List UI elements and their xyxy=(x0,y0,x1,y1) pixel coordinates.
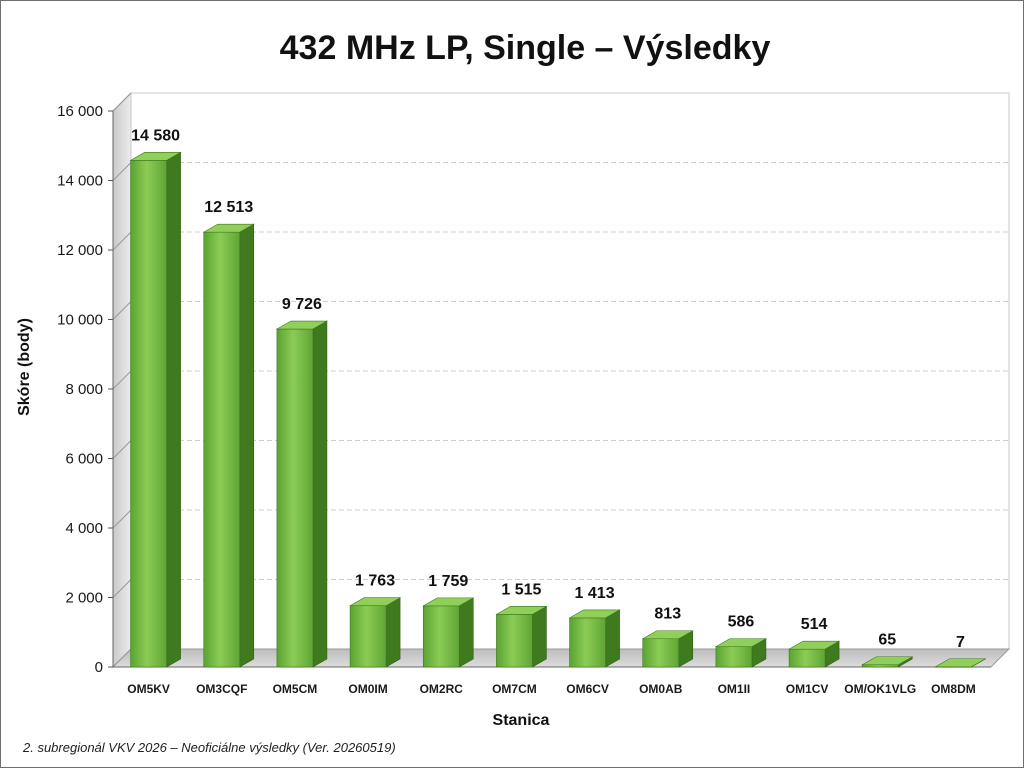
gridline-depth xyxy=(112,301,132,320)
x-category-label: OM/OK1VLG xyxy=(844,682,916,696)
x-axis-categories: OM5KV OM3CQF OM5CM OM0IM OM2RC OM7CM OM6CV OM0A… xyxy=(127,682,976,696)
value-label: 7 xyxy=(956,634,965,651)
x-category-label: OM7CM xyxy=(492,682,537,696)
bar xyxy=(348,597,402,668)
y-axis-title: Skóre (body) xyxy=(16,318,33,416)
y-tick-label: 14 000 xyxy=(57,173,103,190)
gridline-depth xyxy=(112,92,132,112)
bar-top xyxy=(129,152,182,161)
gridline-depth xyxy=(112,648,132,668)
gridline-depth xyxy=(112,162,132,181)
bar-top xyxy=(568,609,621,619)
bar-top xyxy=(787,640,841,650)
x-category-label: OM3CQF xyxy=(196,682,247,696)
bar-top xyxy=(275,320,329,330)
bars xyxy=(129,151,987,668)
value-label: 813 xyxy=(654,606,681,623)
value-label: 1 413 xyxy=(575,585,615,602)
bar xyxy=(641,630,694,668)
bar xyxy=(495,605,548,668)
gridline-depth xyxy=(112,440,132,459)
y-tick-label: 8 000 xyxy=(65,381,103,398)
y-tick-label: 0 xyxy=(95,659,103,676)
value-labels: 14 580 12 513 9 726 1 763 1 759 1 515 1 413 813… xyxy=(131,127,965,650)
bar-front xyxy=(788,648,826,668)
x-category-label: OM5KV xyxy=(127,682,170,696)
y-axis-ticks: 0 2 000 4 000 6 000 8 000 10 000 12 000 14 000 1… xyxy=(57,103,991,676)
y-tick-label: 12 000 xyxy=(57,242,103,259)
footnote: 2. subregionál VKV 2026 – Neoficiálne vý… xyxy=(22,740,396,755)
bar-front xyxy=(349,605,387,668)
value-label: 14 580 xyxy=(131,127,180,144)
bar xyxy=(275,320,329,668)
value-label: 1 763 xyxy=(355,573,395,590)
bar-side xyxy=(385,597,401,668)
y-tick-label: 4 000 xyxy=(65,520,103,537)
value-label: 65 xyxy=(878,632,896,649)
bar-top xyxy=(934,658,987,668)
value-label: 9 726 xyxy=(282,296,322,313)
x-category-label: OM6CV xyxy=(566,682,609,696)
bar xyxy=(568,609,621,668)
x-category-label: OM0AB xyxy=(639,682,683,696)
value-label: 1 759 xyxy=(428,573,468,590)
bar-top xyxy=(422,597,475,607)
x-category-label: OM8DM xyxy=(931,682,976,696)
chart-title: 432 MHz LP, Single – Výsledky xyxy=(280,29,771,67)
gridline-depth xyxy=(112,509,132,529)
y-tick-label: 6 000 xyxy=(65,451,103,468)
bar-side xyxy=(532,605,547,668)
bar-front xyxy=(861,664,899,668)
bar-front xyxy=(130,160,167,668)
bar-top xyxy=(495,606,548,615)
bar-side xyxy=(458,597,474,668)
x-category-label: OM0IM xyxy=(348,682,387,696)
bar-side xyxy=(605,609,620,668)
value-label: 1 515 xyxy=(501,581,541,598)
value-label: 12 513 xyxy=(204,199,253,216)
bar-side xyxy=(312,320,328,668)
bar-front xyxy=(496,614,533,668)
bar-front xyxy=(569,617,606,668)
bar-front xyxy=(422,605,460,668)
gridline-depth xyxy=(112,579,132,598)
bar-top xyxy=(348,597,402,607)
bar-top xyxy=(861,656,914,666)
bar-front xyxy=(276,328,314,668)
x-category-label: OM5CM xyxy=(273,682,318,696)
bar-front xyxy=(203,231,241,668)
gridline-depth xyxy=(112,231,132,251)
x-category-label: OM1II xyxy=(718,682,751,696)
bar-top xyxy=(714,638,768,647)
bar-side xyxy=(166,151,181,668)
bar xyxy=(202,223,255,668)
bar xyxy=(934,658,987,668)
bar xyxy=(714,638,768,668)
value-label: 586 xyxy=(728,614,755,631)
x-axis-title: Stanica xyxy=(493,712,550,729)
y-tick-label: 16 000 xyxy=(57,103,103,120)
bar-front xyxy=(715,646,753,668)
bar xyxy=(861,656,914,668)
value-label: 514 xyxy=(801,616,828,633)
bar-front xyxy=(642,638,680,668)
bar-top xyxy=(202,223,255,233)
bar xyxy=(787,640,841,668)
bar-top xyxy=(641,630,694,640)
y-tick-label: 10 000 xyxy=(57,312,103,329)
bar-side xyxy=(239,223,255,668)
y-tick-label: 2 000 xyxy=(65,590,103,607)
bar xyxy=(129,151,182,668)
x-category-label: OM2RC xyxy=(420,682,464,696)
gridline-depth xyxy=(112,370,132,390)
x-category-label: OM1CV xyxy=(786,682,829,696)
bar xyxy=(422,597,475,668)
